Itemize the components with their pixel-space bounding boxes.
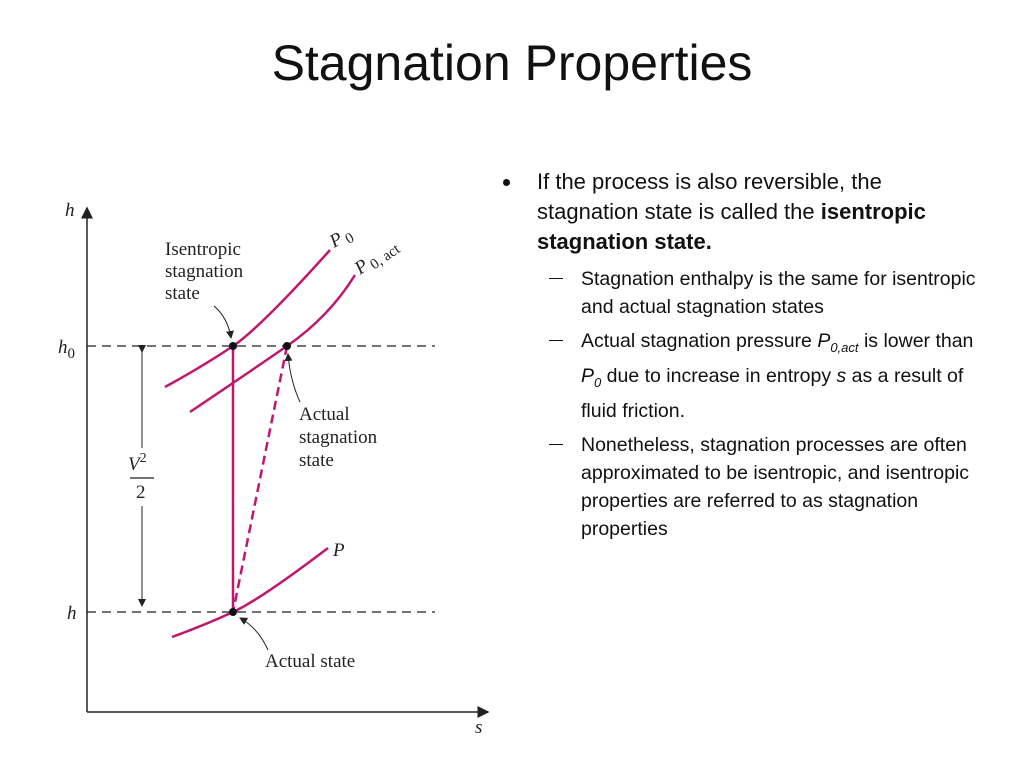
p-curve xyxy=(171,547,329,639)
sub-text: due to increase in entropy xyxy=(606,364,832,387)
bullet-text: If the process is also reversible, the s… xyxy=(537,169,882,224)
dash xyxy=(549,443,563,445)
sub-text: Stagnation enthalpy is the same for isen… xyxy=(581,268,976,318)
symbol: P xyxy=(817,330,831,352)
p0: P xyxy=(325,228,347,253)
h0-sub: 0 xyxy=(68,346,76,362)
sub-text: is lower than xyxy=(863,330,974,352)
p-label: P xyxy=(332,540,345,561)
sub-bullet: Stagnation enthalpy is the same for isen… xyxy=(549,265,977,321)
hs-diagram: h s h0 h V2 2 P0 P0, act P Isentropic st… xyxy=(58,200,490,738)
symbol: P xyxy=(581,364,595,387)
p0act-curve xyxy=(189,274,357,414)
axis-label: s xyxy=(475,717,482,738)
state-point xyxy=(283,342,291,350)
p0act-sub: 0, act xyxy=(367,241,403,273)
sub-text: as a result of fluid friction. xyxy=(581,364,964,422)
axis-label: h xyxy=(65,200,75,221)
h-label: h xyxy=(67,603,77,624)
sub-bullet: Actual stagnation pressure P0,act is low… xyxy=(549,327,977,425)
actual-process xyxy=(231,345,289,613)
leader xyxy=(239,617,269,651)
subscript: 0 xyxy=(594,374,602,390)
bullet-bold: isentropic stagnation state. xyxy=(537,199,926,254)
slide-title: Stagnation Properties xyxy=(271,35,753,91)
bullet-dot xyxy=(503,179,510,186)
subscript: 0,act xyxy=(830,339,859,355)
label-line: state xyxy=(165,283,200,304)
state-point xyxy=(229,608,237,616)
dash xyxy=(549,278,563,279)
h0: h xyxy=(58,337,68,358)
label-line: Actual xyxy=(299,404,350,425)
symbol: s xyxy=(836,364,847,387)
p0act-label: P0, act xyxy=(350,234,404,282)
label-line: stagnation xyxy=(165,261,244,282)
bullet: If the process is also reversible, the s… xyxy=(503,167,977,257)
v2-exp: 2 xyxy=(140,451,147,466)
sub-text: Nonetheless, stagnation processes are of… xyxy=(581,433,970,540)
label-line: Isentropic xyxy=(165,239,241,260)
v2-den: 2 xyxy=(136,482,146,503)
label-line: stagnation xyxy=(299,427,378,448)
leader xyxy=(213,305,234,339)
h0-label: h0 xyxy=(58,337,75,362)
bullet-list: If the process is also reversible, the s… xyxy=(503,167,977,549)
sub-bullet: Nonetheless, stagnation processes are of… xyxy=(549,431,977,543)
dash xyxy=(549,340,563,341)
state-point xyxy=(229,342,237,350)
v2-num: V xyxy=(128,454,142,475)
label-line: state xyxy=(299,450,334,471)
actual-state-label: Actual state xyxy=(265,651,355,672)
sub-text: Actual stagnation pressure xyxy=(581,330,812,352)
v2-label: V2 xyxy=(128,451,147,475)
leader xyxy=(284,353,301,403)
